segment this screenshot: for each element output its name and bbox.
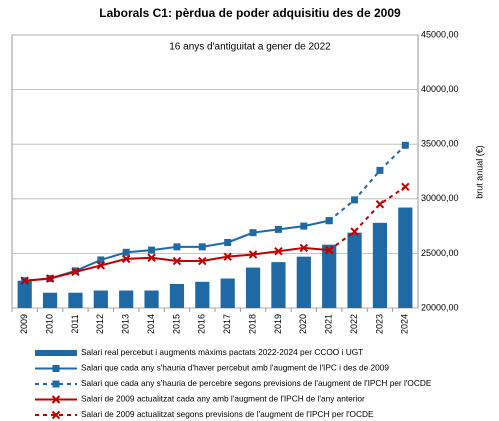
point — [325, 217, 333, 225]
y-tick-label: 20000,00 — [421, 302, 459, 312]
point — [299, 243, 309, 253]
x-tick-label: 2012 — [95, 314, 105, 334]
point — [324, 245, 334, 255]
bar — [169, 283, 185, 308]
bar — [347, 232, 362, 308]
point — [248, 250, 258, 259]
point — [198, 243, 206, 251]
x-tick-label: 2011 — [70, 314, 80, 333]
x-tick-label: 2009 — [19, 314, 29, 334]
point — [20, 276, 29, 285]
bar — [322, 244, 337, 308]
legend-marker — [52, 365, 60, 372]
bar — [398, 207, 413, 308]
point — [376, 166, 384, 174]
x-tick-label: 2023 — [374, 314, 384, 334]
bar — [245, 267, 261, 308]
point — [401, 182, 410, 191]
point — [122, 248, 130, 256]
x-tick-label: 2015 — [171, 314, 181, 334]
bar — [119, 290, 134, 308]
point — [300, 222, 308, 230]
legend-marker — [52, 380, 60, 388]
x-tick-label: 2013 — [121, 314, 131, 334]
point — [172, 256, 182, 266]
point — [173, 243, 181, 251]
x-tick-label: 2024 — [400, 314, 410, 334]
x-tick-label: 2014 — [146, 314, 156, 334]
x-tick-label: 2019 — [273, 314, 283, 334]
x-tick-label: 2017 — [222, 314, 232, 334]
y-tick-label: 45000,00 — [421, 29, 459, 39]
bar — [93, 290, 108, 308]
annotation: 16 anys d'antiguitat a gener de 2022 — [169, 42, 331, 53]
bar — [42, 292, 58, 308]
y-tick-label: 30000,00 — [421, 193, 459, 203]
x-tick-label: 2016 — [197, 314, 207, 334]
point — [274, 247, 283, 256]
bar — [17, 280, 32, 308]
legend-swatch — [35, 350, 77, 356]
bar — [296, 256, 311, 308]
legend-label: Salari que cada any s'hauria d'haver per… — [81, 363, 389, 373]
x-tick-label: 2010 — [44, 314, 54, 334]
y-tick-label: 40000,00 — [421, 84, 459, 94]
point — [401, 141, 409, 149]
point — [351, 196, 359, 204]
legend-label: Salari que cada any s'hauria de percebre… — [81, 378, 432, 388]
x-tick-label: 2020 — [298, 314, 308, 334]
bar — [372, 222, 388, 308]
bar — [271, 262, 286, 308]
point — [224, 238, 232, 246]
legend-label: Salari de 2009 actualitzat segons previs… — [81, 409, 374, 419]
x-tick-label: 2021 — [324, 314, 334, 334]
point — [96, 261, 106, 270]
bar — [68, 292, 83, 308]
y-axis-label: brut anual (€) — [474, 145, 484, 199]
bar — [195, 281, 210, 308]
legend-label: Salari de 2009 actualitzat cada any amb … — [81, 394, 365, 404]
point — [274, 225, 282, 233]
x-tick-label: 2022 — [349, 314, 359, 334]
point — [148, 246, 156, 254]
point — [71, 267, 80, 277]
point — [223, 252, 232, 261]
point — [198, 256, 207, 266]
point — [121, 254, 131, 264]
point — [350, 227, 359, 236]
legend-marker — [51, 410, 61, 420]
y-tick-label: 25000,00 — [421, 248, 459, 258]
x-tick-label: 2018 — [247, 314, 257, 334]
chart-title: Laborals C1: pèrdua de poder adquisitiu … — [99, 6, 401, 20]
legend-label: Salari real percebut i augments màxims p… — [81, 347, 363, 357]
line — [328, 144, 407, 222]
bar — [144, 290, 159, 308]
point — [249, 229, 257, 237]
bar — [220, 278, 235, 308]
point — [45, 274, 55, 283]
y-tick-label: 35000,00 — [421, 139, 459, 149]
line — [328, 185, 406, 251]
point — [147, 253, 156, 262]
point — [375, 200, 385, 209]
legend-marker — [51, 395, 61, 404]
point — [97, 256, 105, 264]
